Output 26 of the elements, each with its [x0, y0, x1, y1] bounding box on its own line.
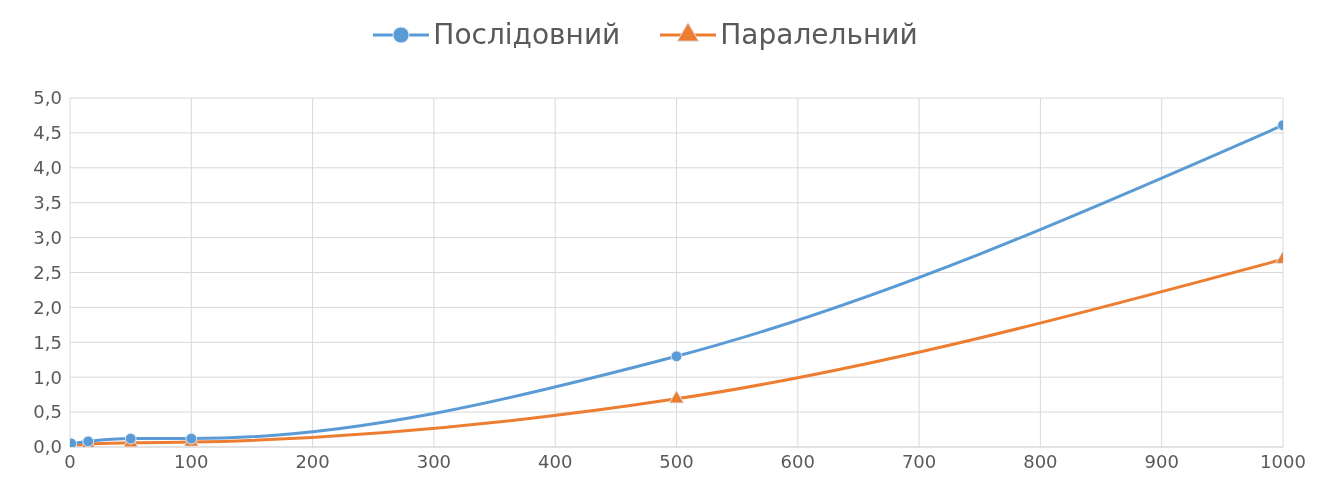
y-tick-label: 4,0	[33, 157, 62, 179]
x-tick-label: 900	[1144, 450, 1179, 472]
x-tick-label: 700	[901, 450, 937, 472]
y-tick-label: 2,5	[33, 261, 62, 283]
y-tick-label: 2,0	[33, 296, 62, 318]
y-tick-label: 3,5	[33, 192, 62, 214]
legend-label: Послідовний	[433, 18, 621, 51]
x-tick-label: 100	[174, 450, 209, 472]
x-tick-label: 500	[659, 450, 694, 472]
x-tick-label: 300	[416, 450, 452, 472]
y-tick-label: 3,0	[33, 226, 62, 248]
y-tick-label: 4,5	[33, 122, 62, 144]
x-tick-label: 1000	[1260, 450, 1306, 472]
x-tick-label: 0	[64, 450, 76, 472]
y-tick-label: 5,0	[33, 87, 62, 109]
y-tick-label: 1,0	[33, 366, 62, 388]
x-tick-label: 400	[538, 450, 573, 472]
x-tick-label: 600	[780, 450, 815, 472]
y-tick-label: 0,0	[33, 436, 62, 458]
point	[670, 350, 683, 363]
y-tick-label: 0,5	[33, 401, 62, 423]
legend-label: Паралельний	[720, 18, 918, 51]
point	[668, 390, 685, 404]
y-tick-label: 1,5	[33, 331, 62, 353]
x-tick-label: 800	[1023, 450, 1058, 472]
x-tick-label: 200	[295, 450, 330, 472]
